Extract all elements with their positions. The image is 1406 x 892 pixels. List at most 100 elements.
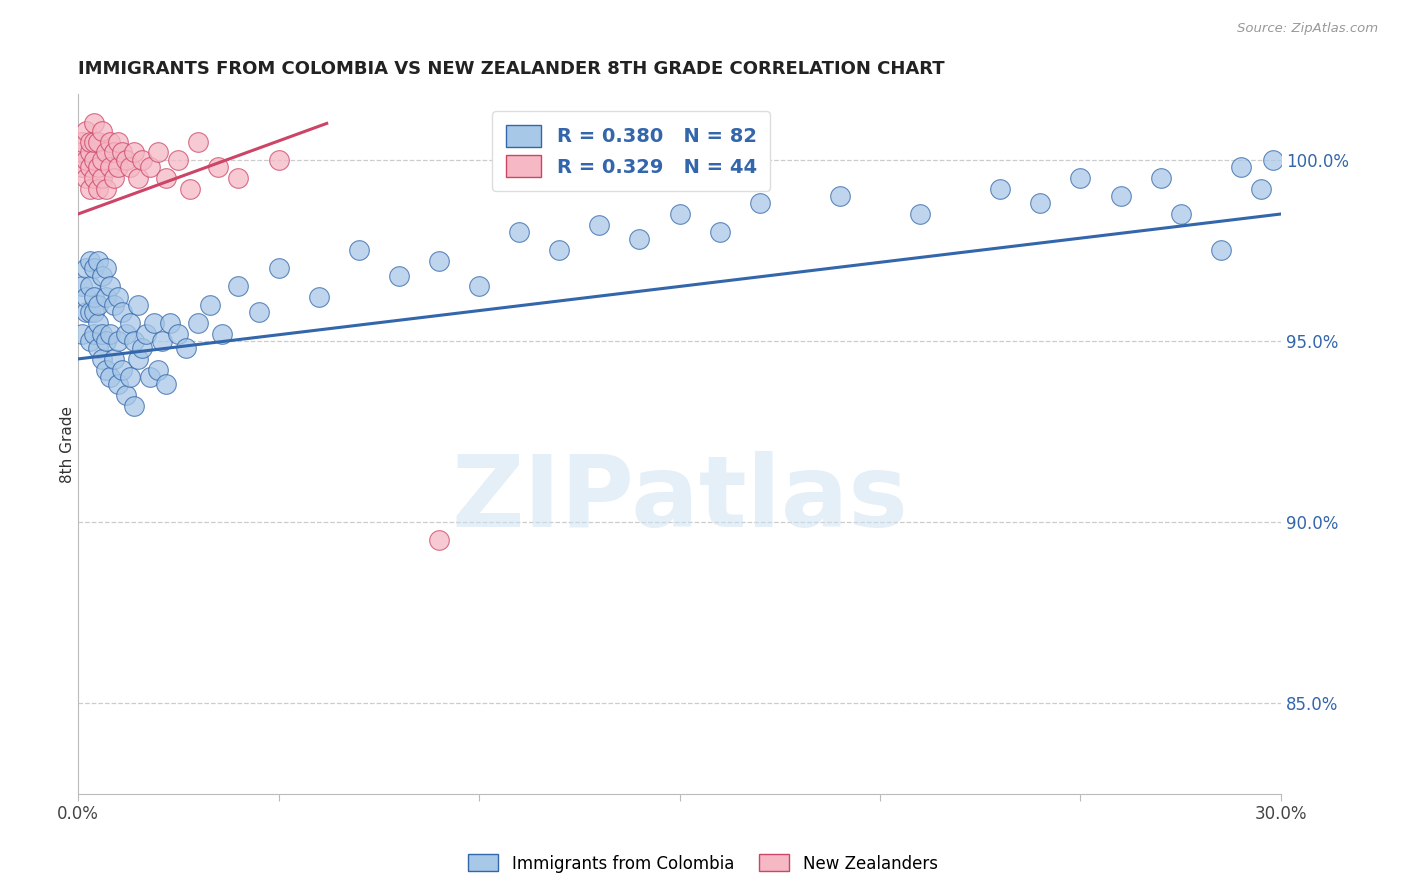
Point [70,135,93,149]
Point [107,290,129,304]
Point [159,316,181,330]
Point [347,244,370,258]
Point [70,145,93,160]
Point [127,297,149,311]
Point [111,363,134,377]
Text: IMMIGRANTS FROM COLOMBIA VS NEW ZEALANDER 8TH GRADE CORRELATION CHART: IMMIGRANTS FROM COLOMBIA VS NEW ZEALANDE… [79,60,945,78]
Point [187,135,209,149]
Point [267,153,290,167]
Point [83,326,105,341]
Point [120,316,142,330]
Point [120,370,142,384]
Point [96,363,118,377]
Point [75,305,97,319]
Point [96,334,118,348]
Point [83,153,105,167]
Point [1250,181,1272,195]
Point [988,181,1011,195]
Point [87,135,110,149]
Point [91,170,114,185]
Point [122,145,145,160]
Point [167,153,190,167]
Point [98,279,121,293]
Point [98,370,121,384]
Point [187,316,209,330]
Point [1150,170,1173,185]
Point [79,181,101,195]
Point [115,326,138,341]
Point [120,160,142,174]
Point [91,326,114,341]
Point [1261,153,1284,167]
Point [1170,207,1192,221]
Point [427,254,450,268]
Point [83,116,105,130]
Point [131,341,153,355]
Point [748,196,770,211]
Point [83,135,105,149]
Point [308,290,330,304]
Text: Source: ZipAtlas.com: Source: ZipAtlas.com [1237,22,1378,36]
Point [70,326,93,341]
Point [83,305,105,319]
Legend: Immigrants from Colombia, New Zealanders: Immigrants from Colombia, New Zealanders [461,847,945,880]
Point [87,341,110,355]
Point [1069,170,1091,185]
Point [228,170,250,185]
Point [98,160,121,174]
Legend: R = 0.380   N = 82, R = 0.329   N = 44: R = 0.380 N = 82, R = 0.329 N = 44 [492,112,770,191]
Point [709,225,731,239]
Point [143,316,166,330]
Point [228,279,250,293]
Text: ZIPatlas: ZIPatlas [451,451,908,549]
Point [103,297,125,311]
Point [75,290,97,304]
Point [75,153,97,167]
Point [111,305,134,319]
Point [103,145,125,160]
Point [91,153,114,167]
Point [211,326,233,341]
Point [96,145,118,160]
Point [150,334,173,348]
Point [103,170,125,185]
Point [148,363,170,377]
Point [87,160,110,174]
Point [79,254,101,268]
Point [548,244,571,258]
Point [87,254,110,268]
Point [167,326,190,341]
Point [135,326,157,341]
Y-axis label: 8th Grade: 8th Grade [59,406,75,483]
Point [111,145,134,160]
Point [115,153,138,167]
Point [828,189,851,203]
Point [87,297,110,311]
Point [107,160,129,174]
Point [127,351,149,366]
Point [75,170,97,185]
Point [148,145,170,160]
Point [79,160,101,174]
Point [70,279,93,293]
Point [468,279,491,293]
Point [75,261,97,276]
Point [1109,189,1132,203]
Point [79,145,101,160]
Point [79,135,101,149]
Point [1230,160,1253,174]
Point [107,334,129,348]
Point [98,135,121,149]
Point [91,268,114,283]
Point [139,370,162,384]
Point [75,123,97,137]
Point [179,181,201,195]
Point [176,341,198,355]
Point [908,207,931,221]
Point [508,225,530,239]
Point [115,388,138,402]
Point [200,297,222,311]
Point [668,207,690,221]
Point [98,326,121,341]
Point [79,305,101,319]
